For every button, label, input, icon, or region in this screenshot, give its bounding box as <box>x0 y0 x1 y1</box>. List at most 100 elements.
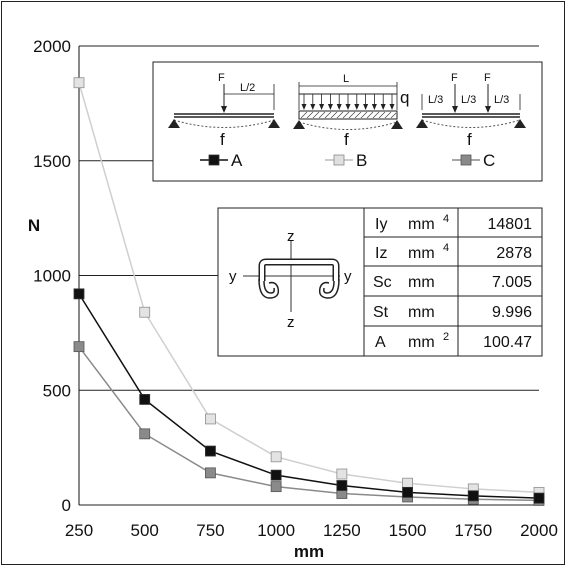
section-axis-z-top: z <box>287 228 295 245</box>
property-name: A <box>375 334 386 351</box>
tick-labels: 0 500 1000 1500 2000 250 500 750 1000 1250 1500 175… <box>33 37 558 540</box>
y-tick-label: 2000 <box>33 37 71 56</box>
property-value: 7.005 <box>492 274 532 291</box>
udl-arrow-head <box>371 104 377 110</box>
data-point-a <box>402 486 413 498</box>
property-row: A mm 2 100.47 <box>375 331 532 351</box>
udl-arrow-head <box>363 104 369 110</box>
data-point-a <box>73 288 85 300</box>
legend-entry-c: C <box>452 151 495 170</box>
property-name: Iz <box>375 245 387 262</box>
property-unit-sup: 2 <box>443 331 449 343</box>
property-unit: mm <box>408 216 435 233</box>
load-case-c-diagram: F F L/3 L/3 L/3 f <box>416 72 526 149</box>
data-point-c <box>73 341 85 353</box>
udl-arrow-head <box>310 104 316 110</box>
x-tick-label: 1500 <box>389 521 427 540</box>
data-point-a <box>336 480 348 491</box>
y-tick-label: 1500 <box>33 152 71 171</box>
udl-arrow-head <box>319 104 325 110</box>
data-point-b <box>73 77 85 89</box>
legend-entry-b: B <box>325 151 367 170</box>
data-point-b <box>205 413 216 425</box>
udl-arrow-head <box>301 104 307 110</box>
series-a <box>73 288 545 504</box>
property-unit: mm <box>408 245 435 262</box>
load-case-a-diagram: F L/2 f <box>168 72 280 149</box>
legend-entry-a: A <box>200 151 243 170</box>
data-point-a <box>139 394 151 405</box>
legend-label-c: C <box>483 151 495 170</box>
data-point-a <box>467 490 479 502</box>
case-b-load-label: q <box>400 88 409 107</box>
case-c-deflection-label: f <box>467 130 472 149</box>
property-unit: mm <box>408 274 435 291</box>
x-tick-label: 1750 <box>454 521 492 540</box>
udl-arrow-head <box>345 104 351 110</box>
case-c-dim-label-3: L/3 <box>494 94 509 106</box>
data-point-b <box>402 477 413 489</box>
case-c-dim-label-1: L/3 <box>428 94 443 106</box>
udl-arrow-head <box>389 104 395 110</box>
series-layer <box>73 77 545 506</box>
x-tick-label: 750 <box>196 521 224 540</box>
property-name: St <box>373 304 389 321</box>
property-unit-sup: 4 <box>443 213 449 225</box>
series-line-c <box>78 346 540 502</box>
section-properties-box: z z y y Iy mm 4 14801 Iz mm 4 2878 Sc mm… <box>217 207 543 357</box>
property-value: 100.47 <box>483 334 532 351</box>
y-axis-label: N <box>28 216 40 235</box>
data-point-c <box>205 467 216 479</box>
property-row: Sc mm 7.005 <box>373 274 532 291</box>
series-line-b <box>78 82 540 494</box>
data-point-a <box>205 445 216 457</box>
series-line-a <box>78 293 540 499</box>
data-point-b <box>139 306 151 318</box>
load-case-legend: F L/2 f L q <box>152 61 543 182</box>
case-a-dim-label: L/2 <box>240 82 255 94</box>
property-row: Iz mm 4 2878 <box>375 242 532 262</box>
x-axis-label: mm <box>294 542 324 561</box>
data-point-c <box>139 428 151 440</box>
data-point-c <box>270 481 282 493</box>
data-point-b <box>270 451 282 463</box>
data-point-a <box>533 492 545 504</box>
x-tick-label: 1250 <box>323 521 361 540</box>
case-a-deflection-label: f <box>220 130 225 149</box>
case-b-span-label: L <box>343 73 349 85</box>
x-tick-label: 1000 <box>257 521 295 540</box>
property-name: Iy <box>375 216 387 233</box>
series-b <box>73 77 545 498</box>
x-tick-label: 250 <box>65 521 93 540</box>
data-point-b <box>336 468 348 480</box>
udl-arrow-head <box>354 104 360 110</box>
section-axis-y-left: y <box>229 268 237 285</box>
case-c-dim-label-2: L/3 <box>461 94 476 106</box>
property-value: 2878 <box>496 245 532 262</box>
y-tick-label: 500 <box>43 381 71 400</box>
case-c-load-label-1: F <box>451 72 458 84</box>
y-tick-label: 0 <box>62 496 71 515</box>
property-value: 9.996 <box>492 304 532 321</box>
udl-arrow-head <box>380 104 386 110</box>
legend-label-b: B <box>356 151 367 170</box>
property-row: Iy mm 4 14801 <box>375 213 532 233</box>
load-case-b-diagram: L q f <box>293 73 409 149</box>
property-unit: mm <box>408 304 435 321</box>
property-name: Sc <box>373 274 392 291</box>
section-axis-y-right: y <box>344 268 352 285</box>
channel-section-drawing: z z y y <box>229 228 352 331</box>
property-value: 14801 <box>488 216 533 233</box>
property-unit-sup: 4 <box>443 242 449 254</box>
data-point-a <box>270 469 282 481</box>
x-tick-label: 500 <box>131 521 159 540</box>
y-tick-label: 1000 <box>33 267 71 286</box>
case-c-load-label-2: F <box>484 72 491 84</box>
udl-arrow-head <box>327 104 333 110</box>
case-a-load-label: F <box>218 72 225 84</box>
udl-arrow-head <box>336 104 342 110</box>
x-tick-label: 2000 <box>520 521 558 540</box>
legend-label-a: A <box>231 151 243 170</box>
property-row: St mm 9.996 <box>373 304 532 321</box>
